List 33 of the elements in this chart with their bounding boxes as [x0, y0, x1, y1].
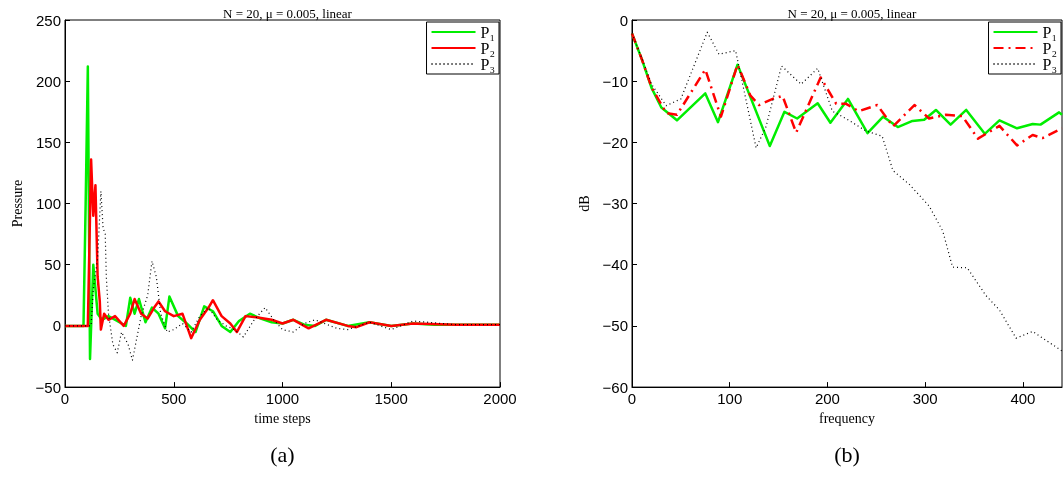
- y-tick-label: 100: [35, 195, 61, 213]
- y-tick-label: −60: [602, 378, 628, 396]
- x-tick-label: 100: [717, 390, 743, 408]
- line-series: [63, 158, 502, 340]
- x-axis-title: frequency: [819, 410, 875, 426]
- x-tick-label: 1500: [374, 390, 408, 408]
- text: (b): [833, 442, 861, 468]
- x-tick-label: 1000: [265, 390, 300, 408]
- x-tick-label: 200: [814, 390, 840, 408]
- y-tick-label: −40: [602, 256, 628, 274]
- x-tick-label: 2000: [483, 390, 517, 408]
- legend-label: P₁: [480, 23, 496, 41]
- y-tick-label: −20: [602, 133, 628, 151]
- y-axis-title: dB: [577, 195, 593, 212]
- y-tick-label: 250: [35, 11, 61, 29]
- chart-title: N = 20, μ = 0.005, linear: [223, 6, 353, 21]
- y-tick-label: 0: [52, 317, 61, 335]
- x-tick-label: 500: [161, 390, 187, 408]
- y-tick-label: 150: [35, 133, 61, 151]
- x-axis-title: time steps: [254, 410, 311, 426]
- y-axis-title: Pressure: [10, 179, 26, 228]
- y-tick-label: 0: [619, 11, 628, 29]
- chart-title: N = 20, μ = 0.005, linear: [787, 6, 918, 21]
- text: (a): [269, 442, 296, 468]
- x-tick-label: 400: [1010, 390, 1036, 408]
- y-tick-label: −50: [602, 317, 628, 335]
- y-tick-label: 50: [44, 256, 61, 274]
- legend-label: P₁: [1042, 23, 1058, 41]
- y-tick-label: −50: [35, 378, 61, 396]
- x-tick-label: 300: [912, 390, 938, 408]
- y-tick-label: 200: [35, 72, 61, 90]
- y-tick-label: −30: [602, 195, 628, 213]
- y-tick-label: −10: [602, 72, 628, 90]
